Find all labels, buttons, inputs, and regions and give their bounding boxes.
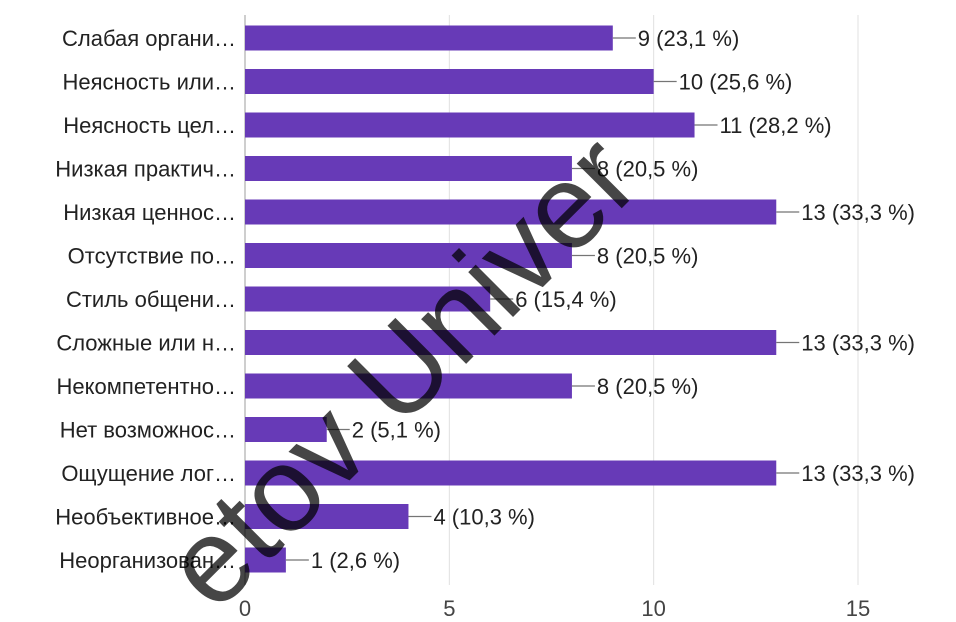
category-label: Отсутствие по… bbox=[68, 244, 236, 269]
value-label: 2 (5,1 %) bbox=[352, 418, 441, 443]
x-tick-label: 10 bbox=[641, 596, 665, 621]
bar bbox=[245, 504, 409, 529]
value-label: 9 (23,1 %) bbox=[638, 26, 740, 51]
value-label: 8 (20,5 %) bbox=[597, 244, 699, 269]
bar bbox=[245, 547, 286, 573]
category-label: Неясность или… bbox=[63, 70, 237, 95]
bar bbox=[245, 25, 613, 51]
value-label: 13 (33,3 %) bbox=[801, 461, 915, 486]
category-label: Низкая ценнос… bbox=[63, 200, 236, 225]
bar bbox=[245, 330, 777, 355]
bar bbox=[245, 286, 491, 312]
value-label: 13 (33,3 %) bbox=[801, 331, 915, 356]
category-label: Низкая практич… bbox=[55, 157, 236, 182]
category-label: Неясность цел… bbox=[63, 113, 236, 138]
category-label: Стиль общени… bbox=[66, 287, 236, 312]
bar bbox=[245, 199, 777, 225]
bar bbox=[245, 417, 327, 442]
category-label: Сложные или н… bbox=[56, 331, 236, 356]
category-label: Нет возможнос… bbox=[60, 418, 236, 443]
bar bbox=[245, 373, 572, 399]
bar bbox=[245, 69, 654, 94]
value-label: 1 (2,6 %) bbox=[311, 548, 400, 573]
bars bbox=[245, 25, 777, 573]
bar bbox=[245, 112, 695, 138]
category-label: Слабая органи… bbox=[62, 26, 236, 51]
x-tick-label: 15 bbox=[846, 596, 870, 621]
value-label: 11 (28,2 %) bbox=[720, 113, 832, 138]
value-label: 8 (20,5 %) bbox=[597, 374, 699, 399]
value-label: 8 (20,5 %) bbox=[597, 157, 699, 182]
bar bbox=[245, 460, 777, 486]
bar bbox=[245, 243, 572, 268]
category-label: Необъективное… bbox=[55, 505, 236, 530]
value-label: 4 (10,3 %) bbox=[433, 505, 535, 530]
category-label: Некомпетентно… bbox=[57, 374, 236, 399]
x-tick-label: 0 bbox=[239, 596, 251, 621]
value-label: 13 (33,3 %) bbox=[801, 200, 915, 225]
category-label: Ощущение лог… bbox=[61, 461, 236, 486]
bar bbox=[245, 156, 572, 181]
value-label: 6 (15,4 %) bbox=[515, 287, 617, 312]
x-tick-labels: 0 5 10 15 bbox=[239, 596, 870, 621]
value-label: 10 (25,6 %) bbox=[679, 70, 793, 95]
category-labels: Слабая органи… Неясность или… Неясность це… bbox=[55, 26, 236, 573]
category-label: Неорганизован… bbox=[59, 548, 236, 573]
x-tick-label: 5 bbox=[443, 596, 455, 621]
value-labels: 9 (23,1 %) 10 (25,6 %) 11 (28,2 %) 8 (20,5 … bbox=[285, 26, 915, 573]
watermark: etov Univer bbox=[139, 109, 663, 622]
